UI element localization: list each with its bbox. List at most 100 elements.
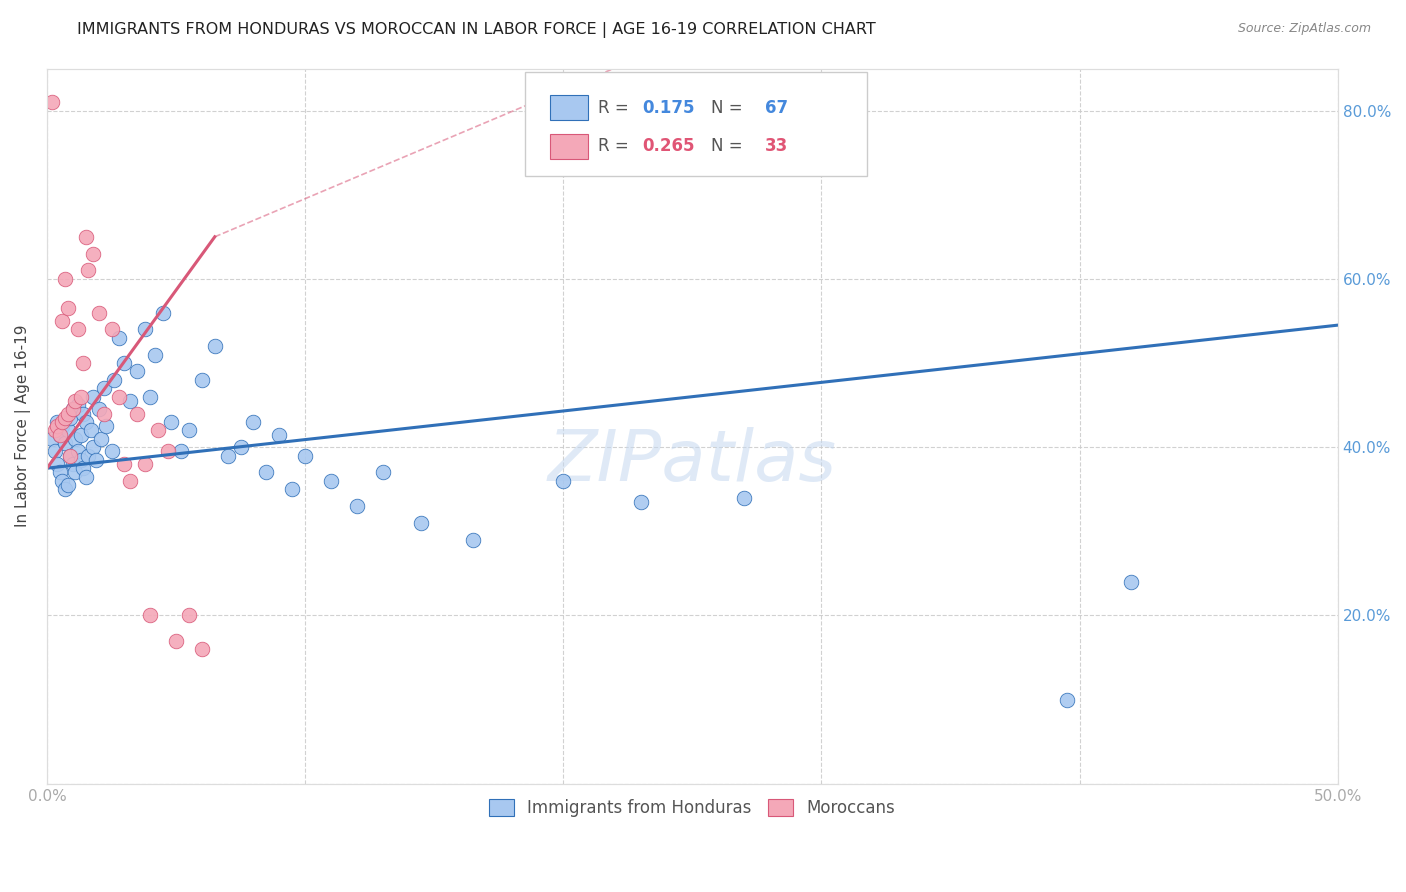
Point [44,423,66,437]
Point [1056,692,1078,706]
Point [53,272,76,286]
Point [630,495,652,509]
Point [56,407,79,421]
Point [82,246,104,260]
Point [139,608,162,623]
Text: 33: 33 [765,137,789,155]
Point [191,642,214,657]
Point [371,466,394,480]
Point [165,633,187,648]
Point [44,444,66,458]
Point [46,419,69,434]
Point [93,407,115,421]
Point [112,457,135,471]
Point [294,449,316,463]
Point [146,423,169,437]
Point [62,402,84,417]
Point [100,322,122,336]
Point [41,95,63,110]
Point [51,474,73,488]
Text: ZIPatlas: ZIPatlas [548,427,837,496]
Point [139,390,162,404]
Point [51,415,73,429]
Point [46,415,69,429]
Point [72,461,94,475]
Point [49,427,72,442]
Point [53,410,76,425]
Text: 67: 67 [765,99,789,117]
Point [46,457,69,471]
Point [65,393,87,408]
Point [411,516,433,530]
Point [87,402,110,417]
Point [56,301,79,316]
Point [49,466,72,480]
Point [108,331,131,345]
Point [177,423,200,437]
Text: R =: R = [598,137,634,155]
Point [41,432,63,446]
Point [160,415,183,429]
Point [65,466,87,480]
Point [75,415,97,429]
Point [145,348,167,362]
Point [66,322,89,336]
Text: 0.265: 0.265 [641,137,695,155]
Text: N =: N = [711,137,748,155]
FancyBboxPatch shape [524,72,866,176]
Point [553,474,575,488]
Point [51,314,73,328]
Point [69,452,91,467]
Text: Source: ZipAtlas.com: Source: ZipAtlas.com [1237,22,1371,36]
Point [56,478,79,492]
Point [127,364,149,378]
Legend: Immigrants from Honduras, Moroccans: Immigrants from Honduras, Moroccans [481,790,904,825]
Point [77,449,100,463]
Point [62,457,84,471]
Point [134,322,156,336]
Point [319,474,342,488]
Point [254,466,277,480]
FancyBboxPatch shape [550,95,588,120]
Point [53,482,76,496]
Point [51,419,73,434]
Point [49,427,72,442]
Point [66,398,89,412]
Point [72,356,94,370]
Point [157,444,180,458]
Point [75,229,97,244]
Point [112,356,135,370]
Point [152,305,174,319]
Point [204,339,226,353]
Point [69,390,91,404]
Point [82,440,104,454]
Point [134,457,156,471]
Point [72,407,94,421]
Text: 0.175: 0.175 [641,99,695,117]
Point [191,373,214,387]
Point [66,444,89,458]
Point [127,407,149,421]
Text: R =: R = [598,99,634,117]
Point [59,410,82,425]
Point [177,608,200,623]
Point [87,305,110,319]
Point [269,427,291,442]
Point [118,474,141,488]
Text: IMMIGRANTS FROM HONDURAS VS MOROCCAN IN LABOR FORCE | AGE 16-19 CORRELATION CHAR: IMMIGRANTS FROM HONDURAS VS MOROCCAN IN … [77,22,876,38]
Point [77,263,100,277]
Point [82,390,104,404]
Point [461,533,484,547]
Point [96,419,118,434]
Point [65,432,87,446]
Point [103,373,125,387]
Point [84,452,107,467]
Point [281,482,304,496]
Point [733,491,755,505]
Point [59,449,82,463]
Point [170,444,193,458]
FancyBboxPatch shape [550,134,588,159]
Point [90,432,112,446]
Point [93,381,115,395]
Point [80,423,103,437]
